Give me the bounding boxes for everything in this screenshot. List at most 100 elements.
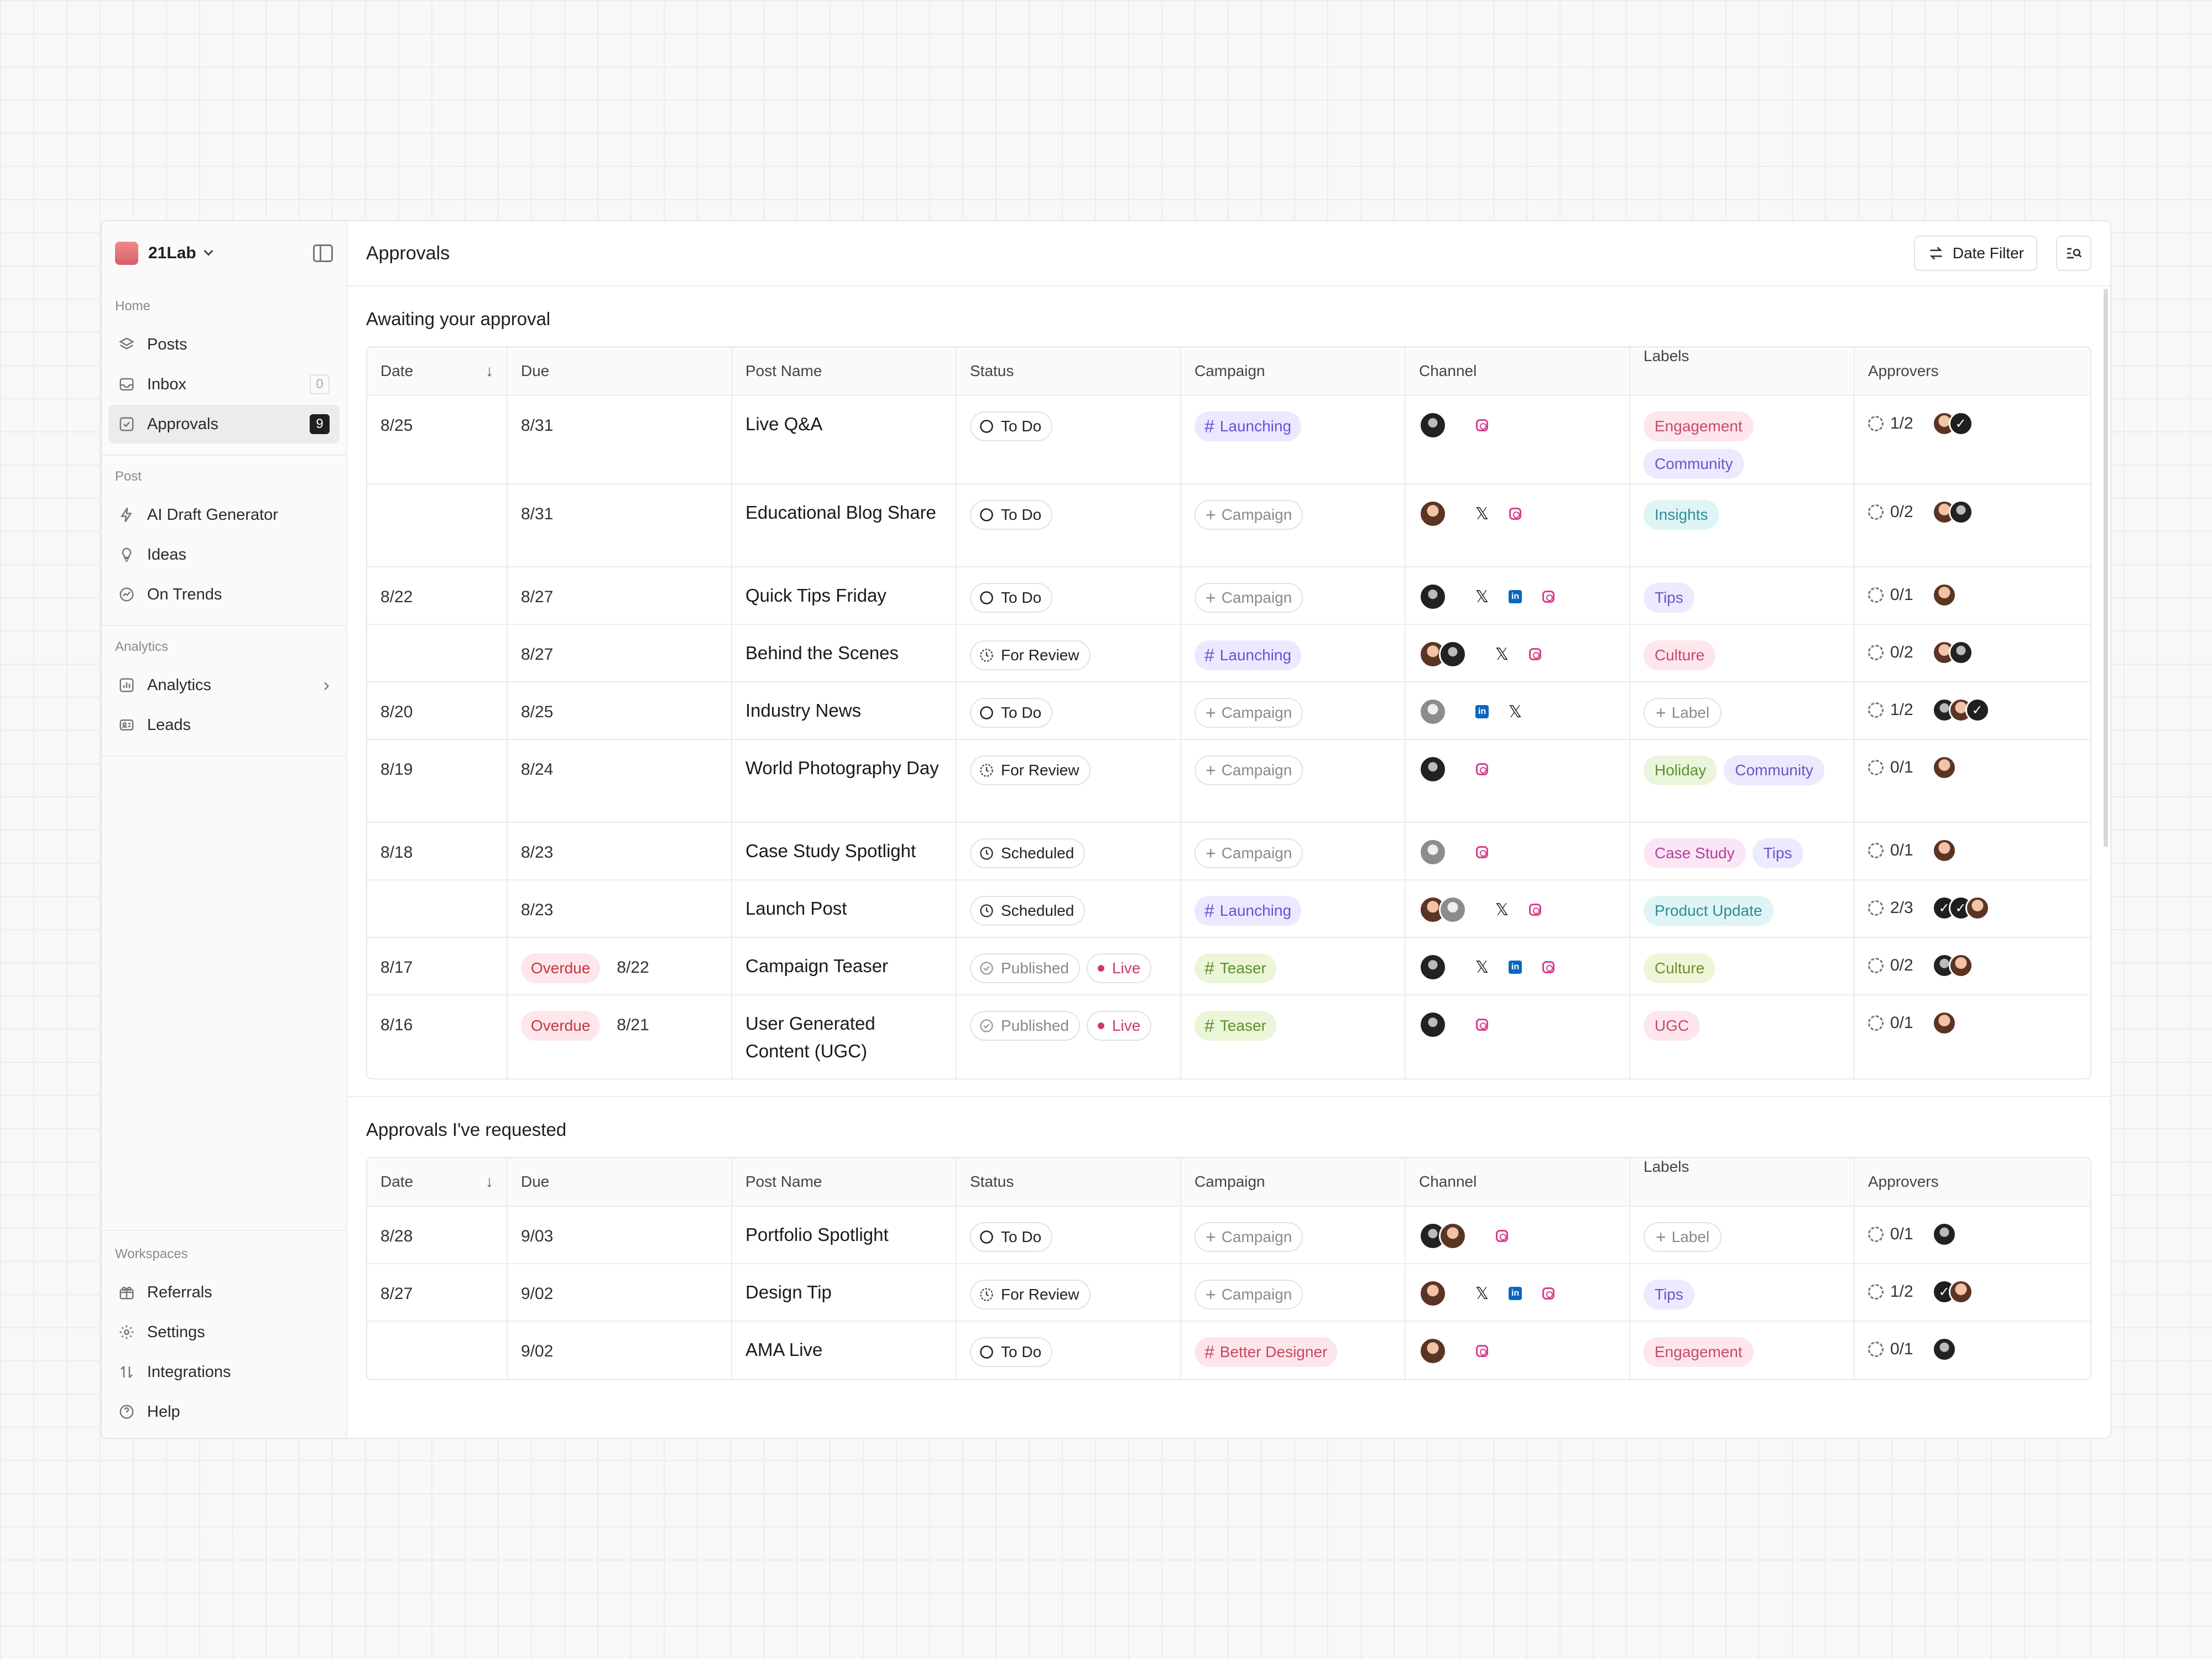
add-campaign-button[interactable]: + Campaign xyxy=(1194,1280,1303,1310)
post-name[interactable]: User Generated Content (UGC) xyxy=(745,1013,875,1061)
post-name[interactable]: Campaign Teaser xyxy=(745,956,889,976)
status-pill[interactable]: Scheduled xyxy=(970,838,1086,868)
add-campaign-button[interactable]: + Campaign xyxy=(1194,1222,1303,1252)
label-tag[interactable]: UGC xyxy=(1644,1011,1700,1041)
post-name-cell[interactable]: AMA Live xyxy=(732,1322,957,1379)
post-name-cell[interactable]: Behind the Scenes xyxy=(732,625,957,681)
label-tag[interactable]: Case Study xyxy=(1644,838,1746,868)
add-campaign-button[interactable]: + Campaign xyxy=(1194,583,1303,613)
table-row[interactable]: 8/20 8/25 Industry News To Do + Campaign in 𝕏 + L… xyxy=(367,682,2090,740)
column-header-date[interactable]: Date ↓ xyxy=(367,347,508,395)
post-name-cell[interactable]: Campaign Teaser xyxy=(732,938,957,994)
label-tag[interactable]: Culture xyxy=(1644,953,1716,983)
campaign-tag[interactable]: # Teaser xyxy=(1194,953,1276,983)
column-header-labels[interactable]: Labels xyxy=(1630,1158,1855,1206)
status-pill[interactable]: To Do xyxy=(970,411,1053,441)
search-filter-button[interactable] xyxy=(2056,236,2091,271)
column-header-approvers[interactable]: Approvers xyxy=(1855,1158,2079,1206)
table-row[interactable]: 8/18 8/23 Case Study Spotlight Scheduled + Ca… xyxy=(367,823,2090,880)
sidebar-item-ideas[interactable]: Ideas xyxy=(108,535,340,574)
sidebar-toggle-icon[interactable] xyxy=(313,244,333,262)
sort-arrow-down-icon[interactable]: ↓ xyxy=(486,362,493,379)
post-name-cell[interactable]: Design Tip xyxy=(732,1264,957,1321)
status-pill[interactable]: To Do xyxy=(970,1222,1053,1252)
add-campaign-button[interactable]: + Campaign xyxy=(1194,500,1303,530)
label-tag[interactable]: Holiday xyxy=(1644,755,1718,785)
approvers-progress[interactable]: 0/1 xyxy=(1868,1337,1957,1361)
column-header-post-name[interactable]: Post Name xyxy=(732,1158,957,1206)
sidebar-item-ai-draft-generator[interactable]: AI Draft Generator xyxy=(108,495,340,534)
date-filter-button[interactable]: Date Filter xyxy=(1913,236,2037,271)
approvers-progress[interactable]: 0/2 xyxy=(1868,500,1973,524)
post-name-cell[interactable]: Launch Post xyxy=(732,880,957,937)
table-row[interactable]: 8/31 Educational Blog Share To Do + Campaign… xyxy=(367,484,2090,567)
sidebar-item-leads[interactable]: Leads xyxy=(108,706,340,744)
add-campaign-button[interactable]: + Campaign xyxy=(1194,698,1303,728)
status-pill[interactable]: To Do xyxy=(970,698,1053,728)
approvers-progress[interactable]: 1/2 ✓ xyxy=(1868,698,1990,722)
post-name-cell[interactable]: World Photography Day xyxy=(732,740,957,822)
table-row[interactable]: 8/17 Overdue 8/22 Campaign Teaser Published L… xyxy=(367,938,2090,995)
column-header-status[interactable]: Status xyxy=(957,1158,1181,1206)
post-name-cell[interactable]: Industry News xyxy=(732,682,957,739)
sidebar-item-referrals[interactable]: Referrals xyxy=(108,1273,340,1312)
post-name-cell[interactable]: Portfolio Spotlight xyxy=(732,1207,957,1263)
column-header-channel[interactable]: Channel xyxy=(1406,347,1630,395)
approvers-progress[interactable]: 0/2 xyxy=(1868,953,1973,978)
add-label-button[interactable]: + Label xyxy=(1644,698,1722,728)
approvers-progress[interactable]: 0/1 xyxy=(1868,838,1957,863)
label-tag[interactable]: Engagement xyxy=(1644,411,1754,441)
post-name-cell[interactable]: Live Q&A xyxy=(732,396,957,483)
approvers-progress[interactable]: 0/1 xyxy=(1868,1222,1957,1246)
column-header-labels[interactable]: Labels xyxy=(1630,347,1855,395)
status-pill[interactable]: For Review xyxy=(970,755,1091,785)
table-row[interactable]: 8/16 Overdue 8/21 User Generated Content (U… xyxy=(367,995,2090,1078)
status-pill[interactable]: Published xyxy=(970,1011,1080,1041)
scrollbar-thumb[interactable] xyxy=(2104,289,2108,847)
label-tag[interactable]: Community xyxy=(1644,449,1744,479)
approvers-progress[interactable]: 1/2 ✓ xyxy=(1868,411,1973,436)
column-header-campaign[interactable]: Campaign xyxy=(1181,1158,1406,1206)
sidebar-item-posts[interactable]: Posts xyxy=(108,325,340,364)
post-name-cell[interactable]: Educational Blog Share xyxy=(732,484,957,566)
status-pill[interactable]: For Review xyxy=(970,1280,1091,1310)
label-tag[interactable]: Insights xyxy=(1644,500,1719,530)
column-header-campaign[interactable]: Campaign xyxy=(1181,347,1406,395)
approvers-progress[interactable]: 1/2 ✓ xyxy=(1868,1280,1973,1304)
status-pill[interactable]: To Do xyxy=(970,583,1053,613)
status-pill[interactable]: Published xyxy=(970,953,1080,983)
post-name[interactable]: AMA Live xyxy=(745,1339,823,1360)
sidebar-item-approvals[interactable]: Approvals 9 xyxy=(108,405,340,444)
status-pill[interactable]: To Do xyxy=(970,1337,1053,1367)
approvers-progress[interactable]: 0/1 xyxy=(1868,1011,1957,1035)
post-name-cell[interactable]: User Generated Content (UGC) xyxy=(732,995,957,1078)
sidebar-item-analytics[interactable]: Analytics › xyxy=(108,666,340,705)
status-pill[interactable]: To Do xyxy=(970,500,1053,530)
post-name-cell[interactable]: Quick Tips Friday xyxy=(732,567,957,624)
column-header-due[interactable]: Due xyxy=(508,347,732,395)
campaign-tag[interactable]: # Launching xyxy=(1194,896,1302,926)
post-name[interactable]: Portfolio Spotlight xyxy=(745,1224,889,1245)
scrollbar[interactable] xyxy=(2101,289,2110,847)
post-name[interactable]: Behind the Scenes xyxy=(745,643,899,663)
add-campaign-button[interactable]: + Campaign xyxy=(1194,838,1303,868)
add-campaign-button[interactable]: + Campaign xyxy=(1194,755,1303,785)
sort-arrow-down-icon[interactable]: ↓ xyxy=(486,1173,493,1190)
sidebar-item-on-trends[interactable]: On Trends xyxy=(108,575,340,614)
column-header-due[interactable]: Due xyxy=(508,1158,732,1206)
post-name[interactable]: Live Q&A xyxy=(745,414,823,434)
table-row[interactable]: 8/23 Launch Post Scheduled # Launching 𝕏 Produ… xyxy=(367,880,2090,938)
status-pill[interactable]: For Review xyxy=(970,640,1091,670)
approvers-progress[interactable]: 2/3 ✓ ✓ xyxy=(1868,896,1990,920)
table-row[interactable]: 8/22 8/27 Quick Tips Friday To Do + Campaign 𝕏… xyxy=(367,567,2090,625)
label-tag[interactable]: Engagement xyxy=(1644,1337,1754,1367)
post-name[interactable]: Quick Tips Friday xyxy=(745,585,886,606)
label-tag[interactable]: Culture xyxy=(1644,640,1716,670)
approvers-progress[interactable]: 0/1 xyxy=(1868,583,1957,607)
campaign-tag[interactable]: # Launching xyxy=(1194,411,1302,441)
label-tag[interactable]: Tips xyxy=(1644,583,1694,613)
column-header-channel[interactable]: Channel xyxy=(1406,1158,1630,1206)
column-header-post-name[interactable]: Post Name xyxy=(732,347,957,395)
sidebar-item-settings[interactable]: Settings xyxy=(108,1313,340,1352)
